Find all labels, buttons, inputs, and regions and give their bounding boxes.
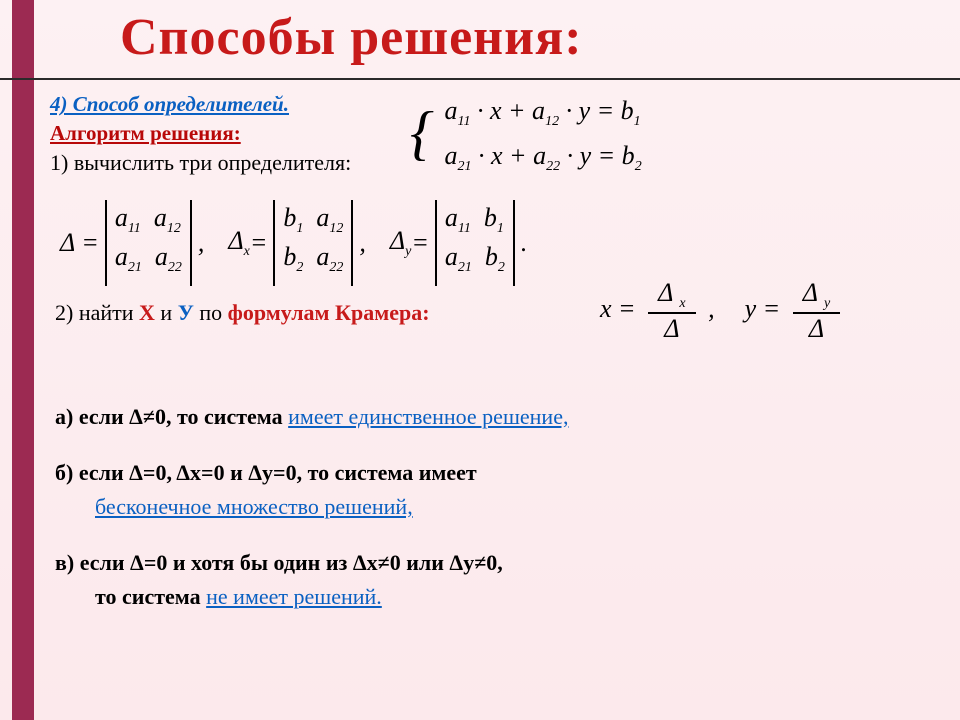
comma: , xyxy=(359,228,366,258)
case-c: в) если Δ=0 и хотя бы один из Δх≠0 или Δ… xyxy=(55,546,568,614)
var-y: У xyxy=(178,300,194,325)
var-x: Х xyxy=(139,300,155,325)
det-row: a11 a12 xyxy=(115,204,182,243)
case-c-ul: не имеет решений. xyxy=(206,584,382,609)
case-a: а) если Δ≠0, то система имеет единственн… xyxy=(55,400,568,434)
system-equations: a11 · x + a12 · y = b1 a21 · x + a22 · y… xyxy=(445,94,642,184)
decorative-vertical-stripe xyxy=(12,0,34,720)
det-row: b2 a22 xyxy=(283,243,343,282)
case-b-pre: б) если Δ=0, Δх=0 и Δу=0, то система име… xyxy=(55,460,477,485)
delta-y-label: Δy xyxy=(390,226,411,260)
determinants-row: Δ = a11 a12 a21 a22 , Δx = b1 a12 b2 a22… xyxy=(60,200,527,286)
case-c-line2: то система не имеет решений. xyxy=(55,580,568,614)
horizontal-rule xyxy=(0,78,960,80)
case-a-pre: а) если Δ≠0, то система xyxy=(55,404,288,429)
cramer-x: x = Δ x Δ , xyxy=(600,278,715,344)
numerator: Δ y xyxy=(793,278,841,314)
period: . xyxy=(521,228,528,258)
numerator: Δ x xyxy=(648,278,696,314)
determinant-delta: Δ = a11 a12 a21 a22 , xyxy=(60,200,204,286)
case-c-pre: в) если Δ=0 и хотя бы один из Δх≠0 или Δ… xyxy=(55,550,503,575)
fraction-y: Δ y Δ xyxy=(793,278,841,344)
step-2-text: 2) найти Х и У по формулам Крамера: xyxy=(55,300,430,326)
case-b-ul: бесконечное множество решений, xyxy=(95,494,413,519)
det-row: a21 b2 xyxy=(445,243,505,282)
system-eq-2: a21 · x + a22 · y = b2 xyxy=(445,139,642,184)
case-c-mid: то система xyxy=(95,584,206,609)
cases-block: а) если Δ≠0, то система имеет единственн… xyxy=(55,400,568,636)
step2-mid: и xyxy=(160,300,177,325)
cramer-formulas: x = Δ x Δ , y = Δ y Δ xyxy=(600,278,846,344)
case-b-line2: бесконечное множество решений, xyxy=(55,490,568,524)
left-brace-icon: { xyxy=(410,99,434,168)
comma: , xyxy=(708,294,715,323)
det-bars: a11 b1 a21 b2 xyxy=(435,200,515,286)
slide-title: Способы решения: xyxy=(120,8,583,67)
denominator: Δ xyxy=(648,314,696,344)
fraction-x: Δ x Δ xyxy=(648,278,696,344)
det-bars: a11 a12 a21 a22 xyxy=(105,200,192,286)
kramer-phrase: формулам Крамера: xyxy=(228,300,430,325)
delta-x-label: Δx xyxy=(228,226,249,260)
det-row: b1 a12 xyxy=(283,204,343,243)
case-b: б) если Δ=0, Δх=0 и Δу=0, то система име… xyxy=(55,456,568,524)
eq-sign: = xyxy=(411,228,429,258)
step2-mid2: по xyxy=(199,300,227,325)
x-lhs: x = xyxy=(600,294,636,323)
delta-label: Δ = xyxy=(60,228,99,258)
det-row: a21 a22 xyxy=(115,243,182,282)
case-a-ul: имеет единственное решение, xyxy=(288,404,568,429)
system-eq-1: a11 · x + a12 · y = b1 xyxy=(445,94,642,139)
slide: Способы решения: 4) Способ определителей… xyxy=(0,0,960,720)
eq-sign: = xyxy=(250,228,268,258)
step2-prefix: 2) найти xyxy=(55,300,139,325)
y-lhs: y = xyxy=(745,294,781,323)
equation-system: { a11 · x + a12 · y = b1 a21 · x + a22 ·… xyxy=(410,94,642,184)
det-bars: b1 a12 b2 a22 xyxy=(273,200,353,286)
comma: , xyxy=(198,228,205,258)
denominator: Δ xyxy=(793,314,841,344)
det-row: a11 b1 xyxy=(445,204,505,243)
determinant-delta-y: Δy = a11 b1 a21 b2 . xyxy=(390,200,528,286)
determinant-delta-x: Δx = b1 a12 b2 a22 , xyxy=(228,200,366,286)
cramer-y: y = Δ y Δ xyxy=(745,278,847,344)
